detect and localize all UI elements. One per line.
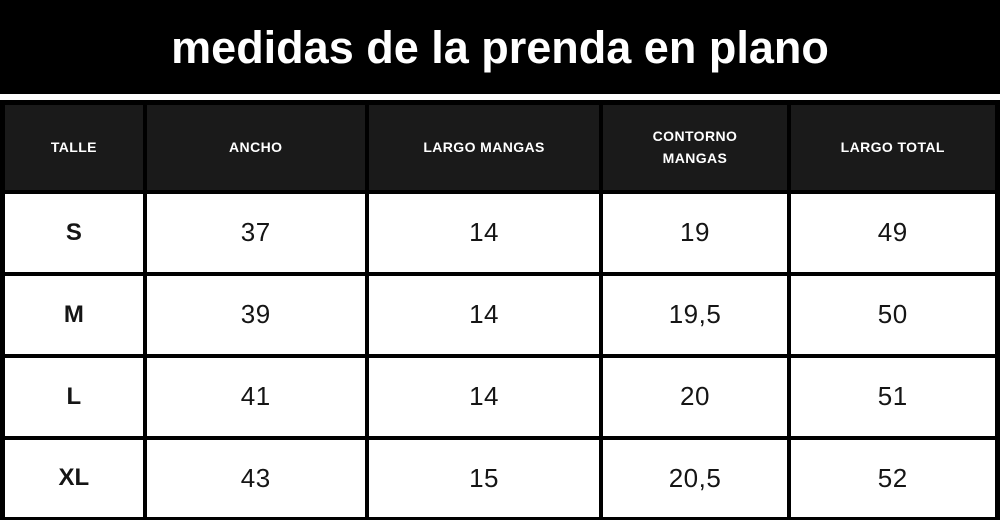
measure-cell: 41 xyxy=(142,353,369,440)
column-header-contorno-mangas: CONTORNO MANGAS xyxy=(599,100,791,194)
size-cell: XL xyxy=(0,435,147,520)
measure-cell: 43 xyxy=(142,435,369,520)
measure-cell: 19 xyxy=(599,189,791,276)
measure-cell: 50 xyxy=(786,271,1000,358)
measure-cell: 51 xyxy=(786,353,1000,440)
measure-cell: 20,5 xyxy=(599,435,791,520)
measure-cell: 14 xyxy=(364,271,604,358)
table-row: S 37 14 19 49 xyxy=(0,189,1000,276)
size-cell: M xyxy=(0,271,147,358)
size-cell: L xyxy=(0,353,147,440)
column-header-largo-total: LARGO TOTAL xyxy=(786,100,1000,194)
measure-cell: 37 xyxy=(142,189,369,276)
size-cell: S xyxy=(0,189,147,276)
column-header-ancho: ANCHO xyxy=(142,100,369,194)
table-row: L 41 14 20 51 xyxy=(0,353,1000,440)
header-row: TALLE ANCHO LARGO MANGAS CONTORNO MANGAS LAR… xyxy=(0,100,1000,194)
table-row: M 39 14 19,5 50 xyxy=(0,271,1000,358)
page-title: medidas de la prenda en plano xyxy=(171,21,829,73)
measure-cell: 52 xyxy=(786,435,1000,520)
measure-cell: 19,5 xyxy=(599,271,791,358)
measure-cell: 14 xyxy=(364,353,604,440)
measure-cell: 39 xyxy=(142,271,369,358)
title-band: medidas de la prenda en plano xyxy=(0,0,1000,94)
measure-cell: 15 xyxy=(364,435,604,520)
measure-cell: 49 xyxy=(786,189,1000,276)
size-chart-table: TALLE ANCHO LARGO MANGAS CONTORNO MANGAS LAR… xyxy=(0,100,1000,520)
measure-cell: 14 xyxy=(364,189,604,276)
table-row: XL 43 15 20,5 52 xyxy=(0,435,1000,520)
column-header-largo-mangas: LARGO MANGAS xyxy=(364,100,604,194)
column-header-talle: TALLE xyxy=(0,100,147,194)
measure-cell: 20 xyxy=(599,353,791,440)
